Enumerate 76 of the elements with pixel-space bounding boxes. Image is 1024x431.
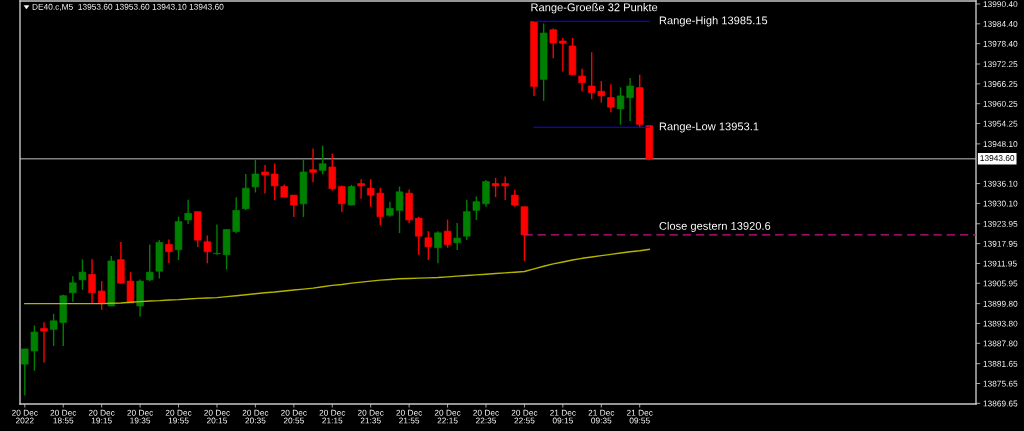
x-tick-label: 20 Dec 21:55 bbox=[396, 409, 423, 424]
x-tick-label: 20 Dec 2022 bbox=[12, 409, 38, 424]
candlestick bbox=[328, 152, 336, 192]
x-tick-label: 20 Dec 22:15 bbox=[434, 409, 461, 424]
x-tick-label: 21 Dec 09:35 bbox=[588, 409, 615, 424]
candlestick bbox=[184, 199, 192, 225]
y-tick-label: 13893.80 bbox=[983, 320, 1018, 327]
candlestick bbox=[453, 222, 461, 251]
candlestick bbox=[213, 223, 221, 256]
x-tick-label: 21 Dec 09:55 bbox=[626, 409, 653, 424]
line-series bbox=[24, 248, 651, 305]
y-tick-label: 13875.65 bbox=[983, 380, 1018, 387]
y-tick-label: 13966.25 bbox=[983, 81, 1018, 87]
x-tick-label: 20 Dec 21:15 bbox=[319, 409, 346, 424]
candlestick bbox=[578, 68, 586, 92]
y-tick-label: 13911.95 bbox=[983, 260, 1017, 267]
x-tick-label: 20 Dec 21:35 bbox=[357, 409, 384, 424]
candlestick bbox=[165, 238, 173, 264]
series-label: Range-Low 13953.1 bbox=[659, 122, 759, 133]
candlestick bbox=[482, 179, 490, 208]
x-tick-label: 20 Dec 19:15 bbox=[88, 409, 115, 424]
candlestick bbox=[434, 230, 442, 264]
y-tick-label: 13960.25 bbox=[983, 100, 1018, 107]
candlestick bbox=[472, 195, 481, 221]
candlestick bbox=[261, 164, 269, 195]
x-tick-label: 20 Dec 19:35 bbox=[127, 409, 154, 424]
ref-line-label: 13943.60 bbox=[980, 155, 1015, 161]
x-tick-label: 20 Dec 22:35 bbox=[473, 409, 499, 424]
candlestick bbox=[309, 147, 317, 183]
y-tick-label: 13972.25 bbox=[983, 61, 1018, 68]
candlestick bbox=[69, 275, 77, 303]
y-tick-label: 13881.65 bbox=[983, 360, 1018, 367]
candlestick bbox=[318, 144, 327, 175]
candlestick bbox=[338, 184, 346, 213]
candlestick bbox=[290, 194, 298, 218]
y-tick-label: 13930.10 bbox=[983, 200, 1018, 207]
candlestick bbox=[251, 158, 260, 194]
y-tick-label: 13887.80 bbox=[983, 340, 1018, 347]
candlestick bbox=[88, 258, 96, 305]
x-tick-label: 20 Dec 18:55 bbox=[50, 409, 77, 424]
candlestick bbox=[395, 185, 404, 234]
candlestick bbox=[78, 258, 87, 291]
x-tick-label: 20 Dec 20:55 bbox=[281, 409, 307, 424]
candlestick bbox=[97, 280, 106, 311]
y-tick-label: 13899.80 bbox=[983, 300, 1018, 307]
y-tick-label: 13984.40 bbox=[983, 21, 1018, 27]
y-tick-label: 13917.95 bbox=[983, 240, 1018, 247]
y-tick-label: 13923.95 bbox=[983, 220, 1018, 227]
candlestick bbox=[146, 243, 154, 282]
y-tick-label: 13990.40 bbox=[983, 1, 1018, 8]
candlestick bbox=[607, 83, 615, 113]
series-label: Range-High 13985.15 bbox=[659, 16, 768, 27]
candlestick bbox=[443, 218, 452, 249]
candlestick bbox=[415, 215, 423, 256]
y-tick-label: 13954.25 bbox=[983, 120, 1018, 127]
chart-title: DE40.c,M5 13953.60 13953.60 13943.10 13943.60 bbox=[32, 3, 224, 11]
candlestick bbox=[549, 27, 557, 59]
y-tick-label: 13869.65 bbox=[983, 400, 1018, 407]
candlestick bbox=[347, 184, 356, 206]
y-tick-label: 13936.10 bbox=[983, 180, 1018, 187]
annotation: Range-Groeße 32 Punkte bbox=[531, 3, 658, 14]
candlestick bbox=[424, 230, 433, 261]
x-tick-label: 21 Dec 09:15 bbox=[550, 409, 576, 424]
x-tick-label: 20 Dec 20:35 bbox=[242, 409, 269, 424]
candlestick bbox=[203, 234, 212, 264]
y-tick-label: 13948.10 bbox=[983, 141, 1018, 147]
series-label: Close gestern 13920.6 bbox=[659, 221, 771, 233]
y-tick-label: 13905.95 bbox=[983, 280, 1018, 287]
y-tick-label: 13978.40 bbox=[983, 40, 1018, 47]
x-tick-label: 20 Dec 19:55 bbox=[165, 409, 192, 424]
x-tick-label: 20 Dec 20:15 bbox=[204, 409, 230, 424]
x-tick-label: 20 Dec 22:55 bbox=[511, 409, 538, 424]
candlestick bbox=[242, 173, 250, 211]
candlestick bbox=[357, 178, 365, 200]
candlestick bbox=[559, 37, 567, 73]
candlestick bbox=[40, 321, 48, 364]
